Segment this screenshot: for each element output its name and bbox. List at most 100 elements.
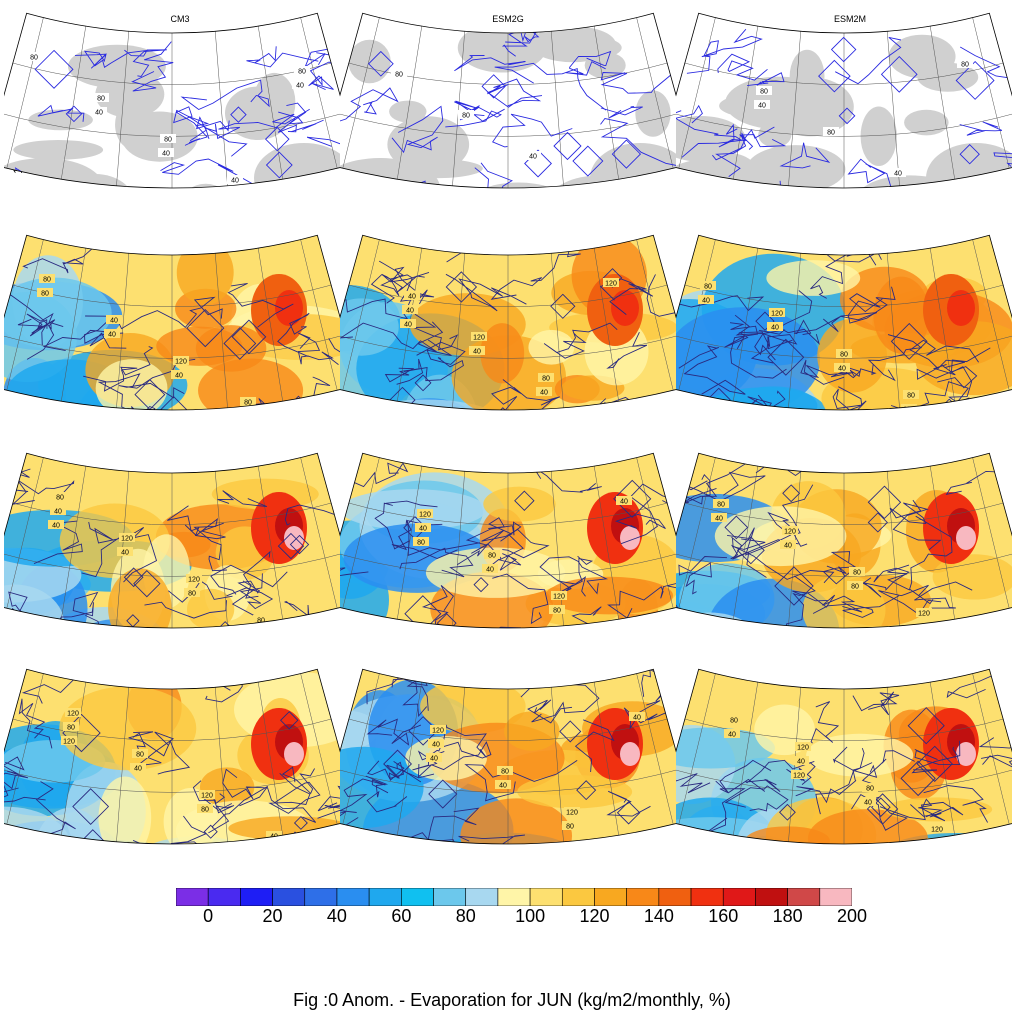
colorbar-box xyxy=(594,888,627,906)
contour-label: 80 xyxy=(760,89,768,96)
contour-line xyxy=(399,626,522,629)
contour-line xyxy=(676,194,703,228)
contour-line xyxy=(959,121,1003,136)
contour-line xyxy=(539,556,608,597)
contour-loop xyxy=(553,131,582,161)
contour-line xyxy=(384,358,424,385)
blue-anomaly-patch xyxy=(274,839,340,845)
nodata-patch xyxy=(676,116,746,162)
contour-label: 120 xyxy=(201,793,213,800)
contour-label-bg xyxy=(903,390,919,399)
map-border xyxy=(340,452,676,629)
contour-label-bg xyxy=(605,414,621,423)
blue-anomaly-patch xyxy=(555,857,676,884)
contour-label-bg xyxy=(251,629,267,638)
contour-line xyxy=(680,453,765,505)
contour-line xyxy=(198,580,269,629)
contour-label: 80 xyxy=(41,291,49,298)
contour-line xyxy=(945,347,991,411)
contour-line xyxy=(74,49,150,69)
contour-label-bg xyxy=(197,804,213,813)
contour-line xyxy=(277,118,324,133)
contour-line xyxy=(607,580,676,619)
warm-anomaly-patch xyxy=(420,679,526,734)
meridian-line xyxy=(636,457,674,609)
contour-line xyxy=(381,807,480,845)
contour-line xyxy=(227,282,294,328)
meridian-line xyxy=(300,673,338,825)
contour-line xyxy=(54,619,72,629)
contour-label: 120 xyxy=(67,711,79,718)
colorbar-tick-label: 200 xyxy=(836,906,868,926)
meridian-line xyxy=(550,471,564,626)
contour-label: 40 xyxy=(419,526,427,533)
contour-label: 40 xyxy=(894,171,902,178)
colorbar-tick-label: 160 xyxy=(708,906,739,926)
colorbar-tick-label: 20 xyxy=(262,906,283,926)
contour-label-bg xyxy=(847,581,863,590)
contour-label: 40 xyxy=(797,759,805,766)
blue-anomaly-patch xyxy=(486,408,578,411)
contour-loop xyxy=(445,271,478,303)
meridian-line xyxy=(593,26,619,180)
contour-label-bg xyxy=(132,749,148,758)
meridian-line xyxy=(214,471,228,626)
contour-line xyxy=(724,331,774,364)
contour-label-bg xyxy=(890,168,906,177)
contour-line xyxy=(981,754,1012,769)
contour-label: 120 xyxy=(473,335,485,342)
contour-label: 80 xyxy=(907,393,915,400)
parallel-line xyxy=(4,768,340,793)
contour-line xyxy=(243,550,271,599)
contour-line xyxy=(391,105,444,154)
meridian-line xyxy=(593,682,619,836)
contour-label: 40 xyxy=(162,151,170,158)
contour-loop xyxy=(706,387,731,411)
contour-label-bg xyxy=(782,526,798,535)
contour-label-bg xyxy=(849,567,865,576)
contour-line xyxy=(417,839,459,845)
contour-label: 120 xyxy=(432,728,444,735)
contour-line xyxy=(957,397,995,411)
warm-anomaly-patch xyxy=(517,775,633,809)
blue-anomaly-patch xyxy=(832,626,1012,629)
contour-line xyxy=(4,282,64,337)
contour-label: 80 xyxy=(488,553,496,560)
warm-anomaly-patch xyxy=(186,588,235,629)
meridian-line xyxy=(550,687,564,842)
contour-label: 120 xyxy=(793,773,805,780)
contour-line xyxy=(800,359,855,385)
contour-line xyxy=(543,322,618,359)
blue-anomaly-patch xyxy=(362,406,465,411)
hot-anomaly-patch xyxy=(284,526,304,550)
colorbar-box xyxy=(176,888,209,906)
contour-label-bg xyxy=(713,499,729,508)
contour-line xyxy=(458,379,522,411)
contour-line xyxy=(747,390,786,411)
meridian-line xyxy=(972,457,1010,609)
contour-label: 40 xyxy=(633,715,641,722)
meridian-line xyxy=(972,17,1010,169)
hot-anomaly-patch xyxy=(284,742,304,766)
contour-label: 40 xyxy=(728,732,736,739)
contour-line xyxy=(217,490,267,507)
contour-label: 80 xyxy=(851,584,859,591)
contour-label: 40 xyxy=(404,322,412,329)
contour-label: 40 xyxy=(771,325,779,332)
blue-anomaly-patch xyxy=(880,426,1012,450)
blue-anomaly-patch xyxy=(676,864,857,884)
contour-loop xyxy=(186,309,225,348)
contour-line xyxy=(832,746,878,778)
contour-line xyxy=(676,104,743,158)
contour-loop xyxy=(907,707,945,745)
contour-line xyxy=(340,565,369,579)
contour-loop xyxy=(264,126,290,152)
warm-anomaly-patch xyxy=(528,329,575,365)
contour-line xyxy=(686,28,763,74)
contour-label-bg xyxy=(426,753,442,762)
contour-line xyxy=(513,387,560,411)
contour-label: 80 xyxy=(866,786,874,793)
contour-line xyxy=(527,699,573,724)
contour-line xyxy=(268,772,321,814)
colorbar-box xyxy=(690,888,724,906)
